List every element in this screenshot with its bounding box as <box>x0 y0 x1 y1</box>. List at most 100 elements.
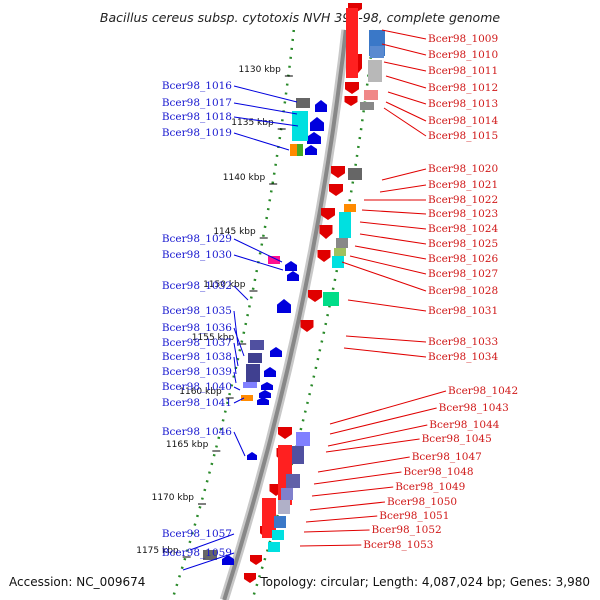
label-leader <box>359 233 427 245</box>
gene-label-right: Bcer98_1053 <box>363 539 433 551</box>
scale-label: 1130 kbp <box>238 65 281 75</box>
gene-label-right: Bcer98_1031 <box>428 305 498 317</box>
reverse-gene-block <box>297 144 303 156</box>
label-leader <box>381 29 427 40</box>
gene-label-right: Bcer98_1011 <box>428 65 498 77</box>
label-leader <box>327 424 428 447</box>
reverse-gene-arrow <box>257 397 269 405</box>
gene-label-right: Bcer98_1044 <box>429 419 499 431</box>
scale-layer: 1130 kbp 1135 kbp 1140 kbp 1145 kbp 1150 kbp… <box>136 65 293 558</box>
forward-gene-block <box>368 60 382 82</box>
label-leader <box>381 43 427 56</box>
forward-gene-block <box>348 168 362 180</box>
scale-label: 1160 kbp <box>179 387 222 397</box>
forward-gene-block <box>339 212 351 238</box>
label-leader <box>349 255 427 275</box>
forward-gene-arrow <box>317 250 331 262</box>
label-leader <box>233 431 246 457</box>
label-leader <box>379 184 427 193</box>
reverse-gene-block <box>243 382 257 388</box>
scale-label: 1140 kbp <box>223 173 266 183</box>
forward-gene-block <box>360 102 374 110</box>
scale-label: 1175 kbp <box>136 546 179 556</box>
gene-label-left: Bcer98_1039 <box>162 366 232 378</box>
forward-gene-block <box>334 248 346 256</box>
genome-backbone <box>222 29 348 600</box>
gene-label-right: Bcer98_1033 <box>428 336 498 348</box>
reverse-gene-arrow <box>277 299 291 313</box>
scale-label: 1135 kbp <box>231 118 274 128</box>
reverse-gene-block <box>241 395 253 401</box>
reverse-track-dots <box>171 29 296 600</box>
reverse-gene-block <box>292 111 308 141</box>
forward-gene-arrow <box>321 208 335 220</box>
gene-label-right: Bcer98_1022 <box>428 194 498 206</box>
forward-gene-block <box>281 488 293 500</box>
gene-layer <box>203 3 385 583</box>
reverse-gene-arrow <box>270 347 282 357</box>
reverse-gene-arrow <box>285 261 297 271</box>
gene-label-right: Bcer98_1026 <box>428 253 498 265</box>
forward-gene-block <box>262 498 276 538</box>
forward-gene-arrow <box>308 290 322 302</box>
label-leader <box>233 386 241 391</box>
reverse-gene-arrow <box>222 555 234 565</box>
gene-label-right: Bcer98_1051 <box>379 510 449 522</box>
label-leader <box>313 471 402 485</box>
gene-label-left: Bcer98_1029 <box>162 233 232 245</box>
label-leader <box>303 529 370 533</box>
gene-label-right: Bcer98_1020 <box>428 163 498 175</box>
gene-label-right: Bcer98_1045 <box>422 433 492 445</box>
label-leader <box>385 101 427 122</box>
label-leader <box>354 245 427 260</box>
label-leader <box>359 221 427 230</box>
forward-gene-block <box>370 46 384 58</box>
label-leader <box>317 456 410 473</box>
forward-gene-arrow <box>344 96 358 106</box>
scale-label: 1170 kbp <box>152 493 195 503</box>
forward-gene-block <box>323 292 339 306</box>
gene-label-left: Bcer98_1035 <box>162 305 232 317</box>
label-leader <box>387 91 427 105</box>
gene-label-right: Bcer98_1050 <box>387 496 457 508</box>
reverse-gene-arrow <box>315 100 327 112</box>
forward-gene-block <box>292 446 304 464</box>
gene-label-left: Bcer98_1038 <box>162 351 232 363</box>
reverse-gene-block <box>296 98 310 108</box>
label-leader <box>347 299 427 312</box>
forward-gene-block <box>286 474 300 488</box>
gene-label-left: Bcer98_1017 <box>162 97 232 109</box>
reverse-gene-arrow <box>287 271 299 281</box>
label-leader <box>343 347 427 358</box>
gene-label-right: Bcer98_1013 <box>428 98 498 110</box>
forward-gene-arrow <box>329 184 343 196</box>
gene-label-left: Bcer98_1037 <box>162 337 232 349</box>
gene-label-right: Bcer98_1042 <box>448 385 518 397</box>
forward-gene-block <box>274 516 286 528</box>
gene-label-left: Bcer98_1040 <box>162 381 232 393</box>
reverse-gene-arrow <box>261 382 273 390</box>
reverse-gene-arrow <box>305 145 317 155</box>
gene-label-left: Bcer98_1046 <box>162 426 232 438</box>
gene-label-left: Bcer98_1032 <box>162 280 232 292</box>
forward-gene-arrow <box>300 320 314 332</box>
gene-label-right: Bcer98_1009 <box>428 33 498 45</box>
forward-gene-block <box>346 8 358 78</box>
forward-gene-arrow <box>319 225 333 239</box>
gene-label-right: Bcer98_1012 <box>428 82 498 94</box>
gene-label-right: Bcer98_1034 <box>428 351 498 363</box>
gene-label-right: Bcer98_1043 <box>439 402 509 414</box>
label-leader <box>299 544 362 547</box>
forward-gene-arrow <box>250 555 262 565</box>
label-layer: Bcer98_1016 Bcer98_1017 Bcer98_1018 Bcer98_… <box>162 29 518 571</box>
gene-label-right: Bcer98_1015 <box>428 130 498 142</box>
reverse-gene-arrow <box>259 390 271 398</box>
gene-label-left: Bcer98_1057 <box>162 528 232 540</box>
gene-label-right: Bcer98_1047 <box>412 451 482 463</box>
gene-label-right: Bcer98_1025 <box>428 238 498 250</box>
reverse-gene-block <box>246 364 260 382</box>
label-leader <box>311 486 394 497</box>
gene-label-right: Bcer98_1027 <box>428 268 498 280</box>
reverse-gene-arrow <box>307 132 321 144</box>
